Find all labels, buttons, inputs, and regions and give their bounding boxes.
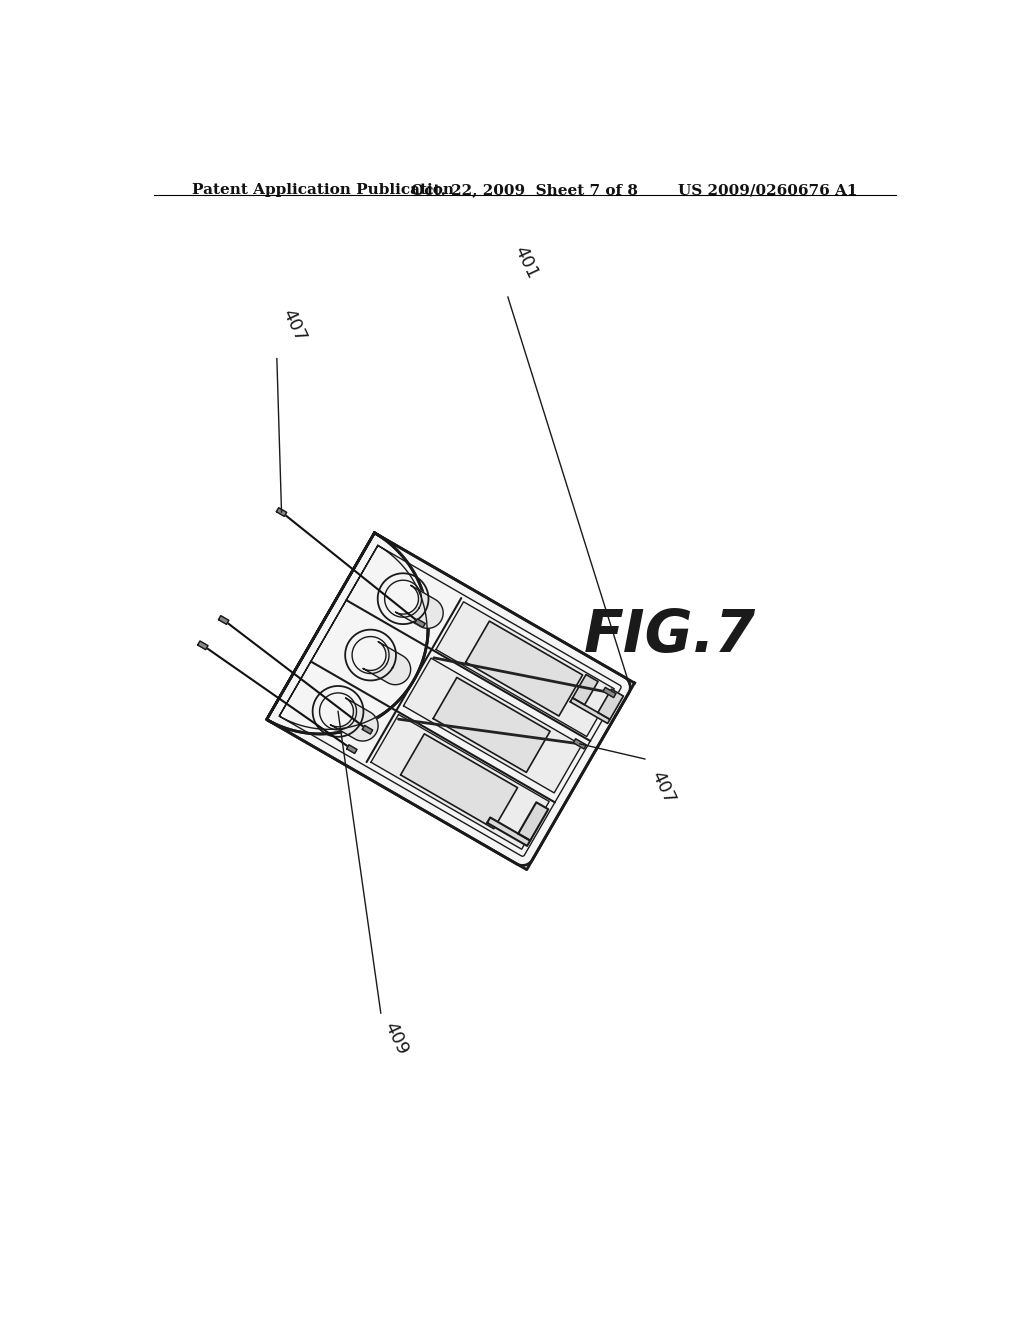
Polygon shape (518, 803, 548, 841)
Polygon shape (433, 677, 550, 772)
Polygon shape (362, 726, 373, 734)
Polygon shape (266, 533, 631, 866)
Text: 407: 407 (647, 768, 678, 807)
Polygon shape (603, 688, 616, 697)
Polygon shape (362, 642, 411, 685)
Polygon shape (572, 675, 598, 705)
Text: 409: 409 (381, 1019, 412, 1057)
Polygon shape (347, 744, 357, 754)
Polygon shape (371, 714, 549, 849)
Polygon shape (487, 817, 530, 846)
Polygon shape (403, 659, 582, 793)
Polygon shape (436, 602, 614, 737)
Text: 401: 401 (510, 243, 541, 281)
Polygon shape (198, 642, 208, 649)
Text: US 2009/0260676 A1: US 2009/0260676 A1 (678, 183, 857, 197)
Polygon shape (276, 508, 287, 516)
Text: Oct. 22, 2009  Sheet 7 of 8: Oct. 22, 2009 Sheet 7 of 8 (412, 183, 638, 197)
Polygon shape (331, 698, 378, 741)
Polygon shape (400, 734, 517, 829)
Polygon shape (395, 585, 443, 628)
Polygon shape (598, 689, 624, 719)
Polygon shape (415, 619, 425, 627)
Polygon shape (466, 622, 583, 715)
Polygon shape (266, 533, 635, 870)
Text: Patent Application Publication: Patent Application Publication (193, 183, 455, 197)
Text: 407: 407 (279, 306, 309, 345)
Polygon shape (573, 739, 587, 748)
Text: FIG.7: FIG.7 (584, 607, 756, 664)
Polygon shape (570, 698, 610, 723)
Polygon shape (218, 615, 228, 624)
